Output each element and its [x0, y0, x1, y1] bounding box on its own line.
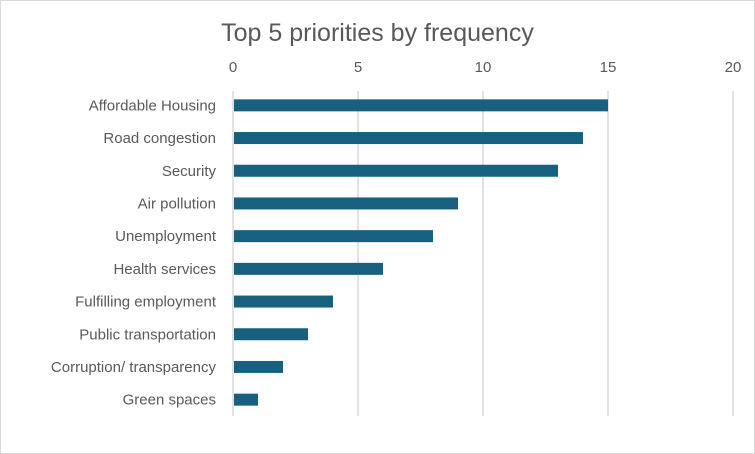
category-label: Corruption/ transparency — [51, 359, 217, 376]
x-tick-label: 10 — [475, 59, 492, 76]
category-label: Security — [162, 163, 217, 180]
bar — [234, 197, 458, 210]
category-label: Affordable Housing — [89, 97, 216, 114]
category-label: Health services — [113, 261, 216, 278]
bar — [234, 393, 258, 406]
chart-title: Top 5 priorities by frequency — [221, 19, 534, 47]
bar — [234, 99, 608, 112]
bar — [234, 164, 558, 177]
category-label: Unemployment — [115, 228, 217, 245]
category-label: Green spaces — [123, 392, 216, 409]
bar — [234, 328, 308, 341]
x-tick-label: 0 — [229, 59, 237, 76]
category-label: Road congestion — [103, 130, 216, 147]
category-label: Public transportation — [79, 326, 216, 343]
bar — [234, 132, 583, 145]
category-label: Fulfilling employment — [75, 294, 217, 311]
x-tick-label: 5 — [354, 59, 362, 76]
category-label: Air pollution — [138, 195, 216, 212]
x-tick-label: 15 — [600, 59, 617, 76]
bar — [234, 262, 383, 275]
bar — [234, 230, 433, 243]
bar — [234, 360, 283, 373]
x-tick-label: 20 — [725, 59, 742, 76]
bar — [234, 295, 333, 308]
